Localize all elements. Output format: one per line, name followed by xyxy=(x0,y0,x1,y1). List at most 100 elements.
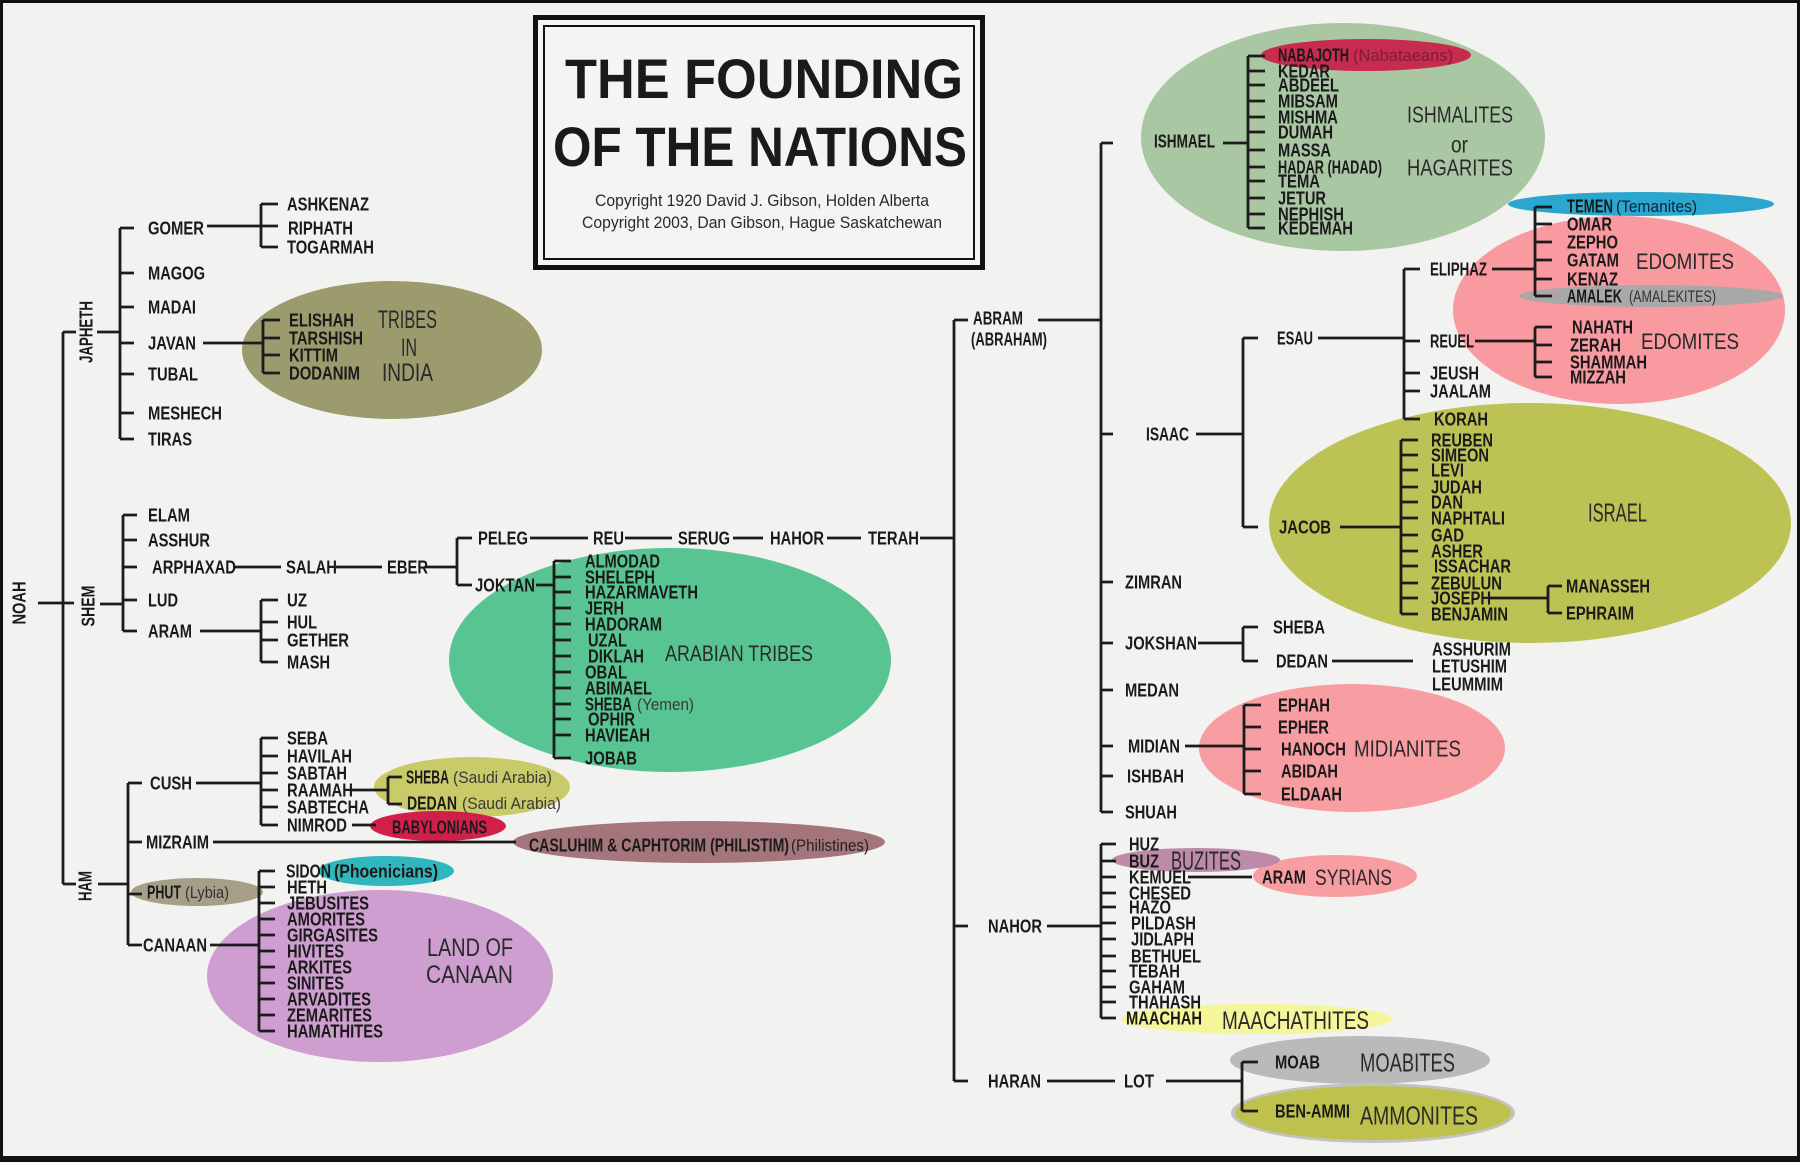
svg-text:TUBAL: TUBAL xyxy=(148,365,198,385)
svg-text:SHEBA: SHEBA xyxy=(406,768,449,788)
svg-text:THE FOUNDING: THE FOUNDING xyxy=(565,47,963,110)
svg-text:SHELEPH: SHELEPH xyxy=(585,568,655,588)
svg-text:HUZ: HUZ xyxy=(1129,835,1159,855)
svg-text:ARVADITES: ARVADITES xyxy=(287,990,371,1010)
svg-text:KITTIM: KITTIM xyxy=(289,346,338,366)
svg-text:Copyright 1920 David J. Gibson: Copyright 1920 David J. Gibson, Holden A… xyxy=(595,192,930,210)
svg-text:ESAU: ESAU xyxy=(1277,329,1313,349)
svg-text:MESHECH: MESHECH xyxy=(148,404,222,424)
svg-text:HAGARITES: HAGARITES xyxy=(1407,154,1513,180)
svg-text:ISRAEL: ISRAEL xyxy=(1588,497,1647,527)
svg-text:KORAH: KORAH xyxy=(1434,410,1488,430)
svg-text:ASSHUR: ASSHUR xyxy=(148,531,210,551)
svg-text:JAPHETH: JAPHETH xyxy=(77,301,97,363)
svg-text:(Lybia): (Lybia) xyxy=(185,883,229,902)
svg-text:GAHAM: GAHAM xyxy=(1129,978,1185,998)
svg-text:THAHASH: THAHASH xyxy=(1129,993,1201,1013)
svg-text:OPHIR: OPHIR xyxy=(588,710,635,730)
svg-text:ELISHAH: ELISHAH xyxy=(289,311,354,331)
svg-text:TOGARMAH: TOGARMAH xyxy=(287,238,374,258)
svg-text:MAGOG: MAGOG xyxy=(148,264,205,284)
svg-text:RIPHATH: RIPHATH xyxy=(288,219,353,239)
svg-text:DEDAN: DEDAN xyxy=(1276,652,1328,672)
svg-text:MASSA: MASSA xyxy=(1278,141,1331,161)
svg-text:NAHOR: NAHOR xyxy=(988,917,1042,937)
svg-text:HAZO: HAZO xyxy=(1129,898,1171,918)
svg-text:SIMEON: SIMEON xyxy=(1431,446,1489,466)
svg-text:TERAH: TERAH xyxy=(868,529,919,549)
svg-text:BEN-AMMI: BEN-AMMI xyxy=(1275,1102,1350,1122)
svg-text:UZAL: UZAL xyxy=(588,631,627,651)
svg-text:ISHBAH: ISHBAH xyxy=(1127,767,1184,787)
svg-text:AMMONITES: AMMONITES xyxy=(1360,1100,1478,1130)
svg-text:ELIPHAZ: ELIPHAZ xyxy=(1430,260,1487,280)
svg-text:ASHKENAZ: ASHKENAZ xyxy=(287,195,369,215)
svg-text:KENAZ: KENAZ xyxy=(1567,270,1618,290)
svg-text:ABIMAEL: ABIMAEL xyxy=(585,679,652,699)
svg-text:CANAAN: CANAAN xyxy=(143,936,207,956)
svg-text:SINITES: SINITES xyxy=(287,974,344,994)
svg-text:KEDEMAH: KEDEMAH xyxy=(1278,219,1353,239)
svg-text:ABDEEL: ABDEEL xyxy=(1278,76,1339,96)
svg-text:HADORAM: HADORAM xyxy=(585,615,662,635)
svg-text:HADAR (HADAD): HADAR (HADAD) xyxy=(1278,158,1382,178)
svg-text:SABTAH: SABTAH xyxy=(287,764,347,784)
svg-text:JUDAH: JUDAH xyxy=(1431,478,1482,498)
svg-text:BUZITES: BUZITES xyxy=(1171,845,1241,875)
svg-text:LAND OF: LAND OF xyxy=(427,934,513,962)
svg-text:CASLUHIM & CAPHTORIM (PHILISTI: CASLUHIM & CAPHTORIM (PHILISTIM) xyxy=(529,836,789,856)
svg-text:ISSACHAR: ISSACHAR xyxy=(1434,557,1511,577)
svg-text:HARAN: HARAN xyxy=(988,1072,1041,1092)
svg-text:NIMROD: NIMROD xyxy=(287,816,347,836)
svg-text:ARAM: ARAM xyxy=(148,622,192,642)
svg-text:MAACHAH: MAACHAH xyxy=(1126,1009,1202,1029)
svg-text:OF THE NATIONS: OF THE NATIONS xyxy=(553,115,967,178)
svg-text:SABTECHA: SABTECHA xyxy=(287,798,369,818)
svg-text:EDOMITES: EDOMITES xyxy=(1641,329,1739,354)
svg-text:HAVILAH: HAVILAH xyxy=(287,747,352,767)
svg-text:LUD: LUD xyxy=(148,591,178,611)
svg-text:REUEL: REUEL xyxy=(1430,332,1474,352)
svg-text:LEVI: LEVI xyxy=(1431,461,1464,481)
svg-text:ARKITES: ARKITES xyxy=(287,958,352,978)
svg-text:(Yemen): (Yemen) xyxy=(637,695,694,714)
svg-text:KEMUEL: KEMUEL xyxy=(1129,868,1191,888)
svg-text:ASHER: ASHER xyxy=(1431,542,1483,562)
svg-text:ZEPHO: ZEPHO xyxy=(1567,233,1618,253)
svg-text:HAM: HAM xyxy=(76,871,96,901)
svg-text:JACOB: JACOB xyxy=(1279,518,1331,538)
svg-text:HAMATHITES: HAMATHITES xyxy=(287,1022,383,1042)
svg-text:Copyright 2003, Dan Gibson, Ha: Copyright 2003, Dan Gibson, Hague Saskat… xyxy=(582,214,942,232)
svg-text:MOABITES: MOABITES xyxy=(1360,1047,1455,1077)
svg-text:SYRIANS: SYRIANS xyxy=(1315,865,1392,890)
svg-text:ZEBULUN: ZEBULUN xyxy=(1431,574,1502,594)
svg-text:DIKLAH: DIKLAH xyxy=(588,647,644,667)
svg-text:EPHER: EPHER xyxy=(1278,718,1329,738)
svg-text:ARPHAXAD: ARPHAXAD xyxy=(152,558,236,578)
svg-text:(Saudi Arabia): (Saudi Arabia) xyxy=(462,794,561,813)
svg-text:SHEBA: SHEBA xyxy=(1273,618,1325,638)
svg-text:SEBA: SEBA xyxy=(287,729,328,749)
svg-text:ZEMARITES: ZEMARITES xyxy=(287,1006,372,1026)
svg-text:MIZZAH: MIZZAH xyxy=(1570,368,1626,388)
svg-text:MIBSAM: MIBSAM xyxy=(1278,92,1338,112)
svg-text:EPHRAIM: EPHRAIM xyxy=(1566,604,1634,624)
svg-text:GATAM: GATAM xyxy=(1567,251,1619,271)
svg-text:SHUAH: SHUAH xyxy=(1125,803,1177,823)
svg-text:MEDAN: MEDAN xyxy=(1125,681,1179,701)
svg-text:DODANIM: DODANIM xyxy=(289,364,360,384)
svg-text:(Temanites): (Temanites) xyxy=(1616,197,1697,216)
svg-text:ZERAH: ZERAH xyxy=(1570,336,1621,356)
svg-text:ALMODAD: ALMODAD xyxy=(585,552,660,572)
svg-text:SERUG: SERUG xyxy=(678,529,730,549)
svg-text:SHEM: SHEM xyxy=(79,586,99,627)
svg-text:JETUR: JETUR xyxy=(1278,189,1326,209)
svg-text:CHESED: CHESED xyxy=(1129,884,1191,904)
svg-text:TRIBES: TRIBES xyxy=(378,306,437,334)
svg-text:SIDON: SIDON xyxy=(286,862,331,882)
svg-text:EBER: EBER xyxy=(387,558,428,578)
svg-text:AMORITES: AMORITES xyxy=(287,910,365,930)
svg-text:REUBEN: REUBEN xyxy=(1431,431,1493,451)
svg-text:UZ: UZ xyxy=(287,591,307,611)
svg-text:OMAR: OMAR xyxy=(1567,215,1612,235)
